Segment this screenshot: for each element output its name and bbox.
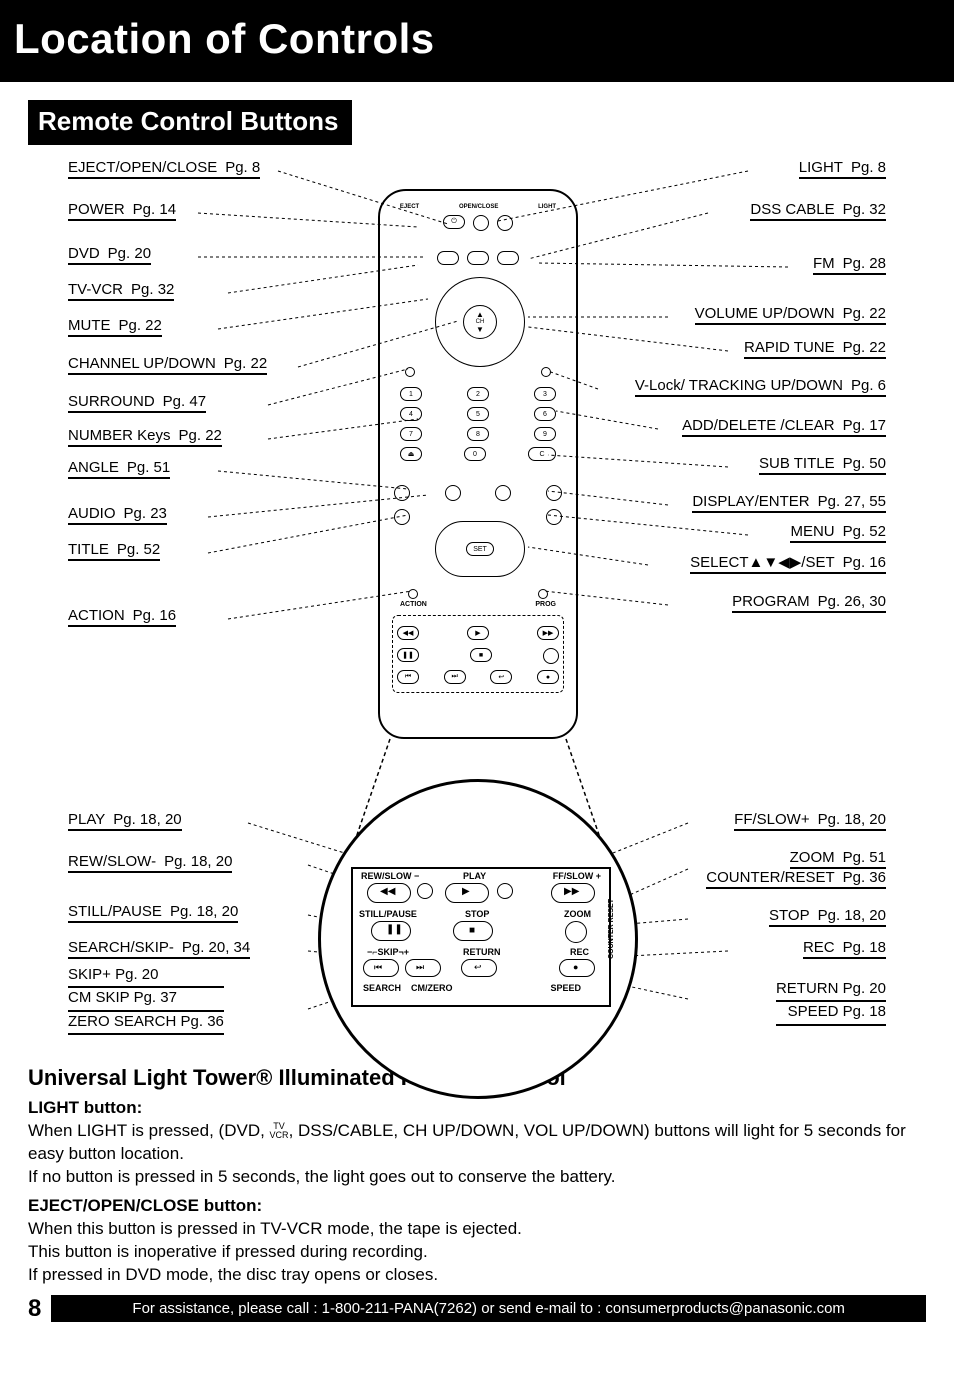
eject-heading: EJECT/OPEN/CLOSE button: (28, 1195, 926, 1218)
remote-body: ⏻ EJECTOPEN/CLOSELIGHT ▲CH▼ (378, 189, 578, 739)
tvvcr-button (467, 251, 489, 265)
section-heading: Remote Control Buttons (28, 100, 352, 145)
title-bar: Location of Controls (0, 0, 954, 82)
callout-label: DISPLAY/ENTERPg. 27, 55 (692, 493, 886, 513)
light-p2: If no button is pressed in 5 seconds, th… (28, 1166, 926, 1189)
callout-label: DSS CABLEPg. 32 (750, 201, 886, 221)
power-button: ⏻ (443, 215, 465, 229)
callout-label: V-Lock/ TRACKING UP/DOWNPg. 6 (635, 377, 886, 397)
callout-label: TITLEPg. 52 (68, 541, 160, 561)
callout-label: ANGLEPg. 51 (68, 459, 170, 479)
callout-label: STILL/PAUSEPg. 18, 20 (68, 903, 238, 923)
callout-label: EJECT/OPEN/CLOSEPg. 8 (68, 159, 260, 179)
callout-label: RECPg. 18 (803, 939, 886, 959)
number-pad: 123 456 789 ⏏0C (400, 387, 556, 461)
callout-label: STOPPg. 18, 20 (769, 907, 886, 927)
select-ring: SET (435, 521, 525, 577)
dvd-button (437, 251, 459, 265)
light-button (497, 215, 513, 231)
transport-panel: ◀◀▶▶▶ ❚❚■ ⏮⏭↩● (392, 615, 564, 693)
callout-label: MUTEPg. 22 (68, 317, 162, 337)
content-area: Remote Control Buttons ⏻ EJECTOPEN/CLOSE… (0, 82, 954, 1049)
page-number: 8 (28, 1295, 41, 1323)
callout-label: DVDPg. 20 (68, 245, 151, 265)
remote-diagram: ⏻ EJECTOPEN/CLOSELIGHT ▲CH▼ (28, 159, 926, 1039)
callout-label: RAPID TUNEPg. 22 (744, 339, 886, 359)
eject-p2: This button is inoperative if pressed du… (28, 1241, 926, 1264)
body-text: Universal Light Tower® Illuminated Remot… (0, 1065, 954, 1295)
rec-button: ● (559, 959, 595, 977)
callout-label: COUNTER/RESETPg. 36 (706, 869, 886, 889)
callout-label: ZOOMPg. 51 (790, 849, 886, 869)
zoom-circle: REW/SLOW − PLAY FF/SLOW + ◀◀ ▶ ▶▶ STILL/… (318, 779, 638, 1099)
eject-button (473, 215, 489, 231)
prog-btn (538, 589, 548, 599)
zoom-button (565, 921, 587, 943)
title-btn (394, 509, 410, 525)
callout-label: FMPg. 28 (813, 255, 886, 275)
skip-fwd-button: ⏭ (405, 959, 441, 977)
light-heading: LIGHT button: (28, 1097, 926, 1120)
ff-button: ▶▶ (551, 883, 595, 903)
callout-label: SURROUNDPg. 47 (68, 393, 206, 413)
angle-btn (394, 485, 410, 501)
callout-label: POWERPg. 14 (68, 201, 176, 221)
callout-label: TV-VCRPg. 32 (68, 281, 174, 301)
subtitle-btn (495, 485, 511, 501)
zoom-panel: REW/SLOW − PLAY FF/SLOW + ◀◀ ▶ ▶▶ STILL/… (351, 867, 611, 1007)
surround-dot (405, 367, 415, 377)
callout-label: SEARCH/SKIP-Pg. 20, 34 (68, 939, 250, 959)
callout-label: AUDIOPg. 23 (68, 505, 167, 525)
eject-p1: When this button is pressed in TV-VCR mo… (28, 1218, 926, 1241)
page-title: Location of Controls (14, 15, 940, 63)
callout-label: VOLUME UP/DOWNPg. 22 (695, 305, 886, 325)
pause-button: ❚❚ (371, 921, 411, 941)
menu-btn (546, 509, 562, 525)
callout-label: ADD/DELETE /CLEARPg. 17 (682, 417, 886, 437)
callout-label: FF/SLOW+Pg. 18, 20 (734, 811, 886, 831)
action-btn (408, 589, 418, 599)
callout-label: NUMBER KeysPg. 22 (68, 427, 222, 447)
top-labels: EJECTOPEN/CLOSELIGHT (380, 204, 576, 210)
callout-label: PLAYPg. 18, 20 (68, 811, 182, 831)
display-btn (546, 485, 562, 501)
audio-btn (445, 485, 461, 501)
nav-ring: ▲CH▼ (435, 277, 525, 367)
stop-button: ■ (453, 921, 493, 941)
eject-p3: If pressed in DVD mode, the disc tray op… (28, 1264, 926, 1287)
light-p1: When LIGHT is pressed, (DVD, TVVCR, DSS/… (28, 1120, 926, 1166)
tracking-dot (541, 367, 551, 377)
callout-label: MENUPg. 52 (790, 523, 886, 543)
skip-back-button: ⏮ (363, 959, 399, 977)
callout-label: SELECT▲▼◀▶/SETPg. 16 (690, 553, 886, 574)
callout-label: SUB TITLEPg. 50 (759, 455, 886, 475)
callout-label: CHANNEL UP/DOWNPg. 22 (68, 355, 267, 375)
zoom-left-block: SKIP+ Pg. 20CM SKIP Pg. 37ZERO SEARCH Pg… (68, 965, 224, 1035)
zoom-right-block: RETURN Pg. 20SPEED Pg. 18 (776, 979, 886, 1026)
callout-label: ACTIONPg. 16 (68, 607, 176, 627)
footer-bar: For assistance, please call : 1-800-211-… (51, 1295, 926, 1322)
return-button: ↩ (461, 959, 497, 977)
play-button: ▶ (445, 883, 489, 903)
rew-button: ◀◀ (367, 883, 411, 903)
callout-label: PROGRAMPg. 26, 30 (732, 593, 886, 613)
callout-label: REW/SLOW-Pg. 18, 20 (68, 853, 232, 873)
dss-button (497, 251, 519, 265)
footer: 8 For assistance, please call : 1-800-21… (0, 1295, 954, 1331)
callout-label: LIGHTPg. 8 (799, 159, 886, 179)
